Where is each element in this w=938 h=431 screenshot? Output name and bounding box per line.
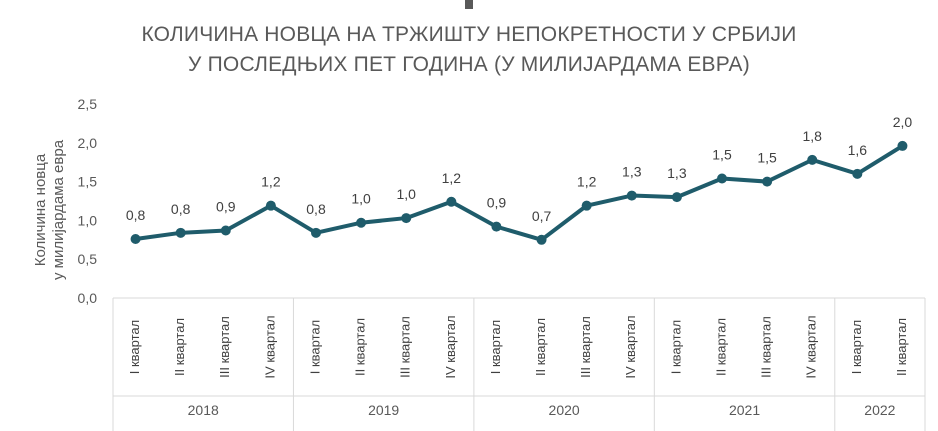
chart-title: КОЛИЧИНА НОВЦА НА ТРЖИШТУ НЕПОКРЕТНОСТИ … — [0, 20, 938, 80]
data-label: 0,9 — [216, 198, 236, 214]
x-tick-label: I квартал — [127, 320, 142, 374]
data-point — [220, 225, 231, 236]
data-point — [130, 234, 141, 245]
data-label: 2,0 — [893, 114, 913, 130]
x-tick-label: IV квартал — [443, 315, 458, 378]
data-point — [717, 173, 727, 184]
y-tick-label: 2,0 — [78, 135, 98, 151]
year-label: 2022 — [864, 402, 895, 418]
data-point — [671, 192, 682, 203]
data-point — [852, 168, 863, 179]
data-label: 1,3 — [622, 164, 642, 180]
data-label: 0,8 — [306, 201, 326, 217]
x-tick-label: II квартал — [713, 318, 728, 376]
data-label: 1,5 — [757, 150, 777, 166]
year-label: 2018 — [188, 402, 219, 418]
x-tick-label: III квартал — [217, 316, 232, 378]
x-tick-label: II квартал — [172, 318, 187, 376]
series-line — [133, 143, 905, 242]
data-label: 0,9 — [487, 195, 507, 211]
data-label: 0,8 — [171, 201, 191, 217]
data-point — [356, 217, 367, 228]
data-label: 1,8 — [802, 128, 822, 144]
data-point — [536, 234, 547, 245]
data-label: 1,5 — [712, 146, 732, 162]
data-label: 1,2 — [261, 174, 281, 190]
x-tick-label: II квартал — [533, 318, 548, 376]
x-tick-label: I квартал — [668, 320, 683, 374]
data-label: 0,8 — [126, 207, 146, 223]
data-label: 1,2 — [577, 174, 597, 190]
data-point — [897, 140, 908, 151]
data-point — [401, 213, 412, 224]
data-point — [265, 200, 276, 211]
y-tick-label: 2,5 — [78, 96, 98, 112]
x-tick-label: II квартал — [353, 318, 368, 376]
data-point — [175, 227, 186, 238]
data-label: 1,2 — [442, 170, 462, 186]
year-label: 2019 — [368, 402, 399, 418]
year-label: 2021 — [729, 402, 760, 418]
chart-title-line-2: У ПОСЛЕДЊИХ ПЕТ ГОДИНА (У МИЛИЈАРДАМА ЕВ… — [188, 53, 750, 76]
data-point — [807, 154, 818, 165]
x-tick-label: IV квартал — [262, 315, 277, 378]
x-tick-label: III квартал — [578, 316, 593, 378]
chart-title-line-1: КОЛИЧИНА НОВЦА НА ТРЖИШТУ НЕПОКРЕТНОСТИ … — [141, 23, 797, 46]
data-label: 1,0 — [396, 186, 416, 202]
y-tick-label: 1,5 — [78, 174, 98, 190]
top-edge-mark — [465, 0, 473, 9]
data-point — [311, 227, 321, 238]
x-tick-label: I квартал — [849, 320, 864, 374]
data-label: 1,0 — [351, 191, 371, 207]
data-point — [491, 221, 502, 232]
data-point — [626, 190, 637, 201]
x-tick-label: I квартал — [307, 320, 322, 374]
x-tick-label: I квартал — [488, 320, 503, 374]
x-tick-label: III квартал — [759, 316, 774, 378]
data-point — [762, 176, 773, 187]
x-tick-label: IV квартал — [623, 315, 638, 378]
x-tick-label: III квартал — [398, 316, 413, 378]
y-tick-label: 1,0 — [78, 212, 98, 228]
data-label: 1,3 — [667, 165, 687, 181]
y-tick-label: 0,5 — [78, 251, 98, 267]
data-point — [581, 200, 592, 211]
data-label: 0,7 — [532, 208, 552, 224]
x-tick-label: IV квартал — [804, 315, 819, 378]
data-label: 1,6 — [848, 142, 868, 158]
year-label: 2020 — [549, 402, 580, 418]
y-tick-label: 0,0 — [78, 290, 98, 306]
x-tick-label: II квартал — [894, 318, 909, 376]
data-point — [446, 196, 457, 207]
